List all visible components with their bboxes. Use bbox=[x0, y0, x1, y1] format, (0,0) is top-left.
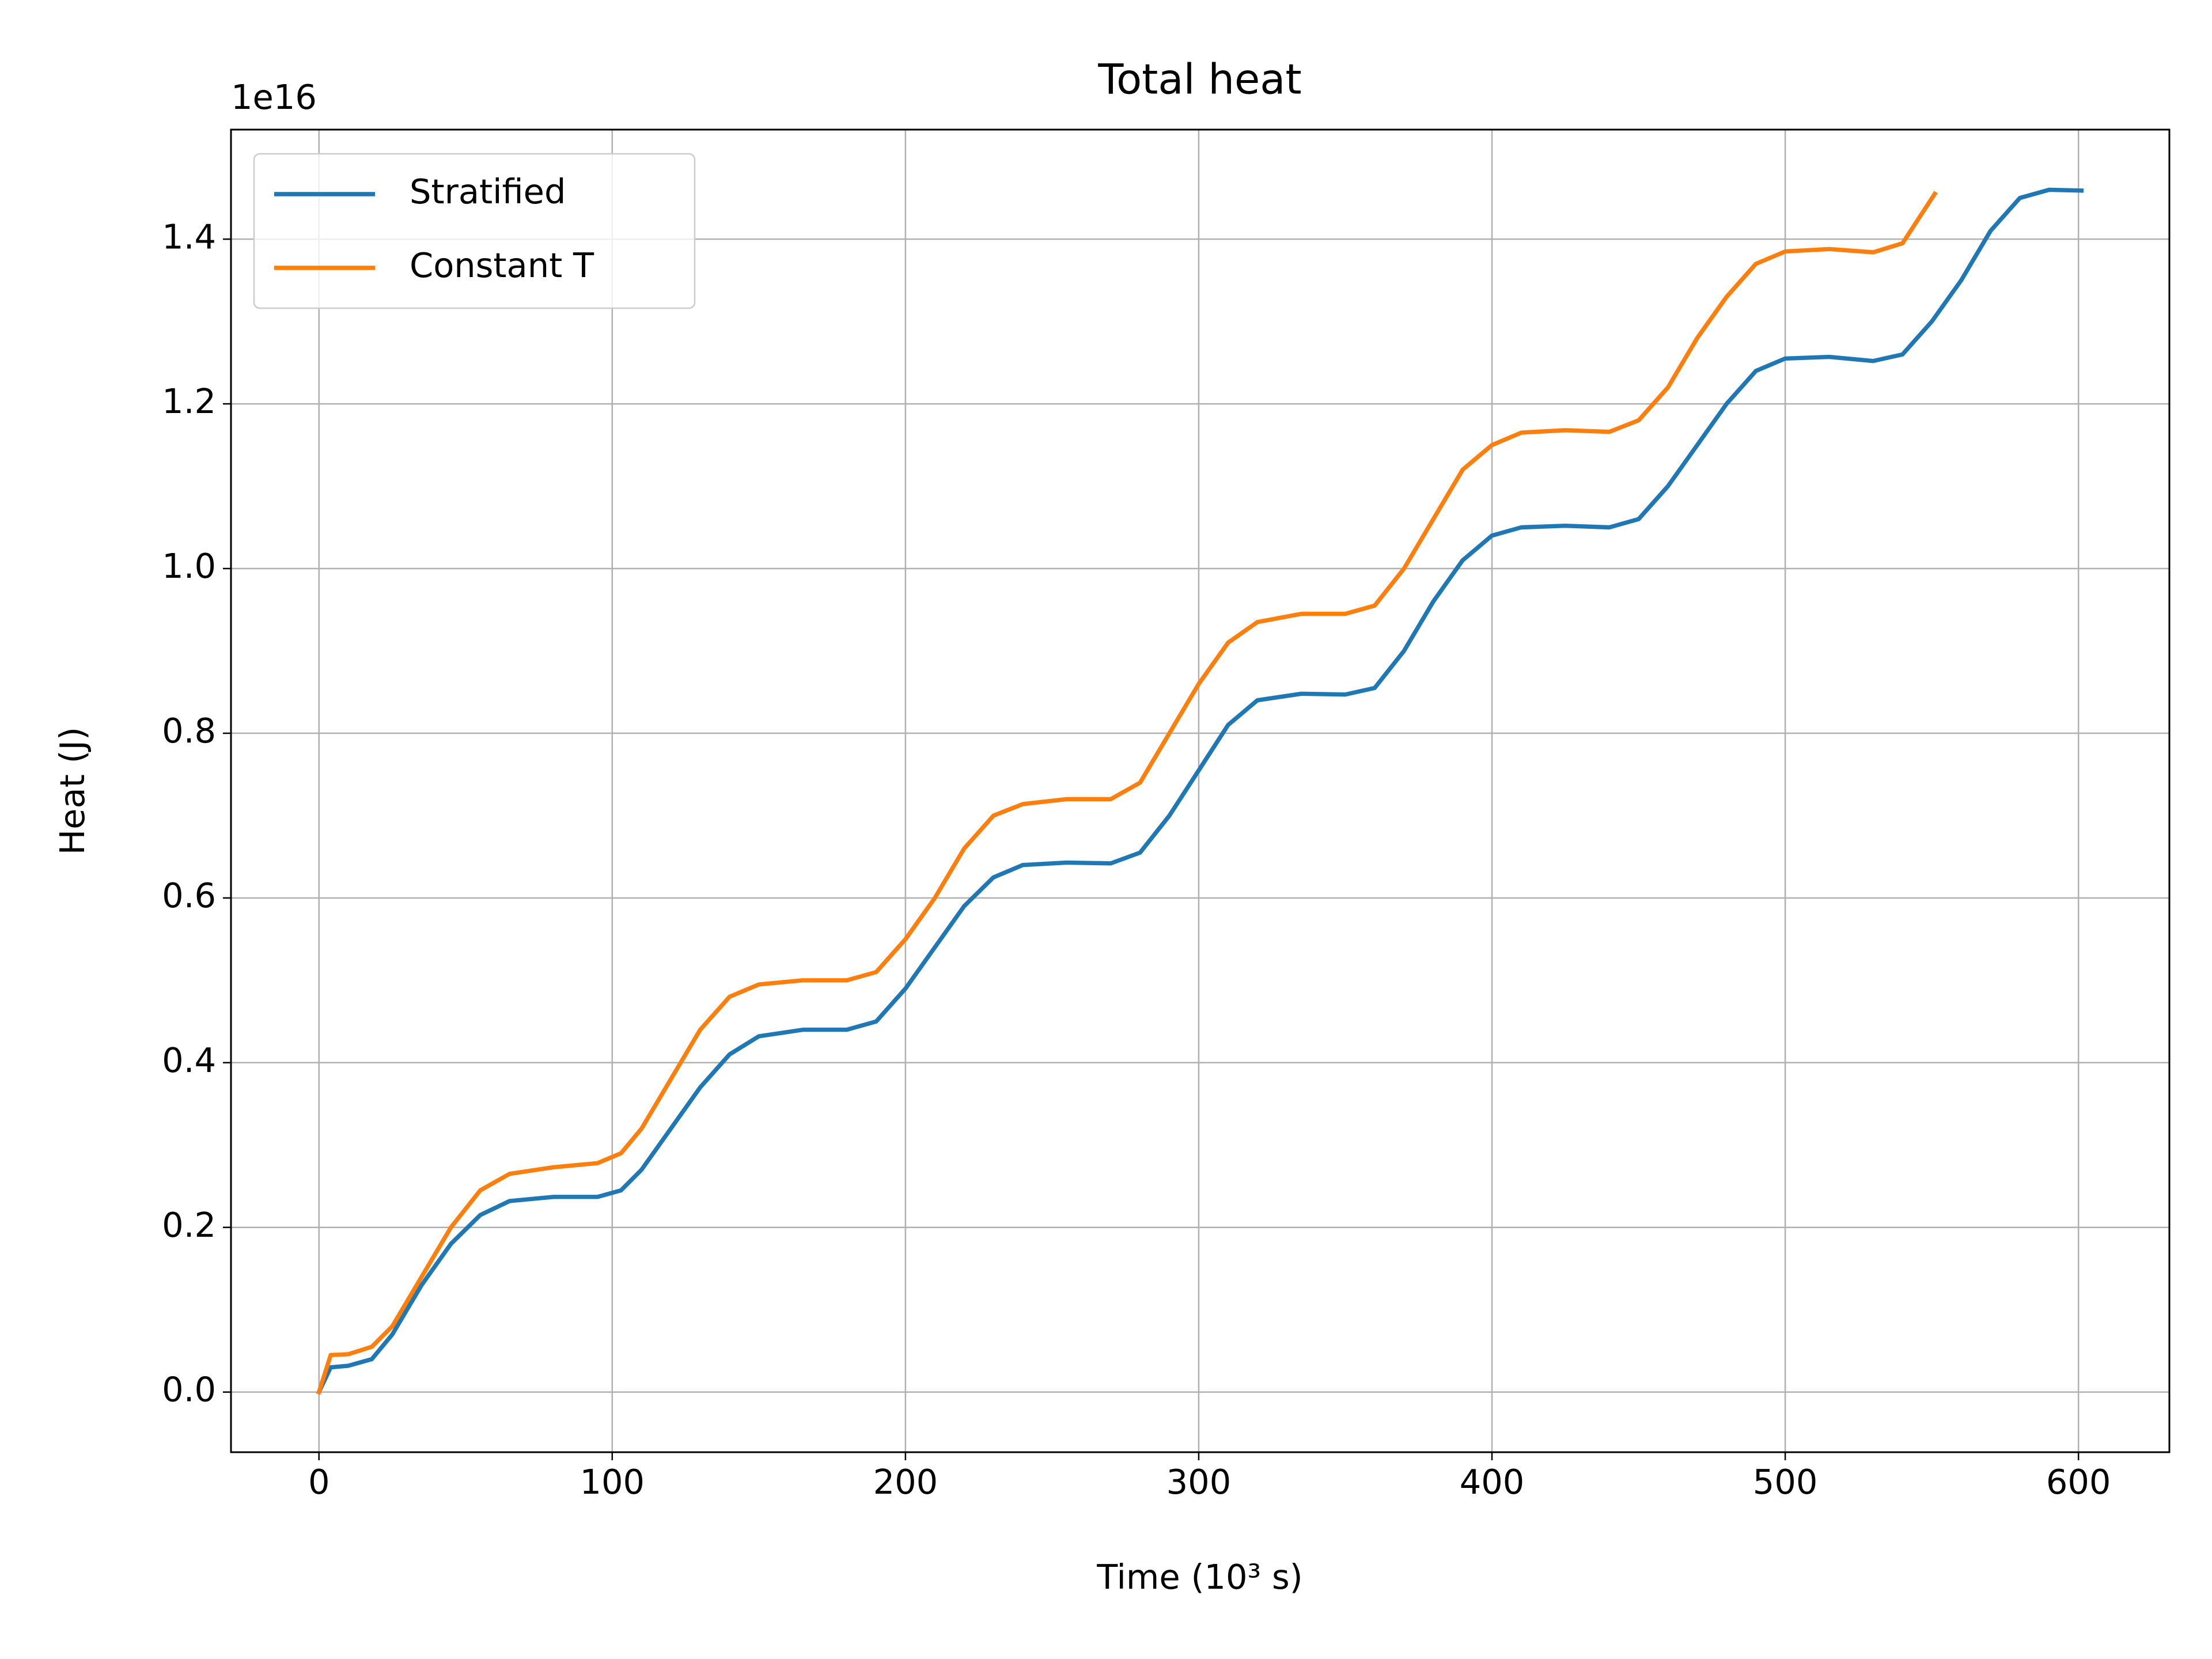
y-offset-label: 1e16 bbox=[231, 77, 317, 117]
plot-frame bbox=[230, 128, 2171, 1453]
y-tick-label: 1.2 bbox=[162, 381, 216, 421]
legend-label: Stratified bbox=[410, 172, 566, 211]
y-tick-label: 1.4 bbox=[162, 217, 216, 256]
y-tick-label: 1.0 bbox=[162, 546, 216, 586]
y-tick-label: 0.4 bbox=[162, 1040, 216, 1080]
x-tick-label: 100 bbox=[579, 1462, 645, 1502]
y-tick-label: 0.6 bbox=[162, 876, 216, 915]
y-tick-label: 0.0 bbox=[162, 1370, 216, 1410]
legend-label: Constant T bbox=[410, 245, 594, 285]
y-tick-label: 0.2 bbox=[162, 1205, 216, 1245]
y-axis-label: Heat (J) bbox=[52, 727, 92, 855]
x-tick-label: 200 bbox=[873, 1462, 938, 1502]
x-tick-label: 0 bbox=[308, 1462, 330, 1502]
line-series bbox=[316, 187, 2084, 1395]
x-tick-label: 500 bbox=[1753, 1462, 1818, 1502]
x-tick-label: 600 bbox=[2046, 1462, 2111, 1502]
y-tick-label: 0.8 bbox=[162, 711, 216, 751]
x-axis-label: Time (10³ s) bbox=[1096, 1557, 1302, 1597]
chart-title: Total heat bbox=[1097, 55, 1301, 104]
x-tick-label: 300 bbox=[1166, 1462, 1232, 1502]
line-series bbox=[316, 191, 1938, 1395]
x-tick-label: 400 bbox=[1460, 1462, 1525, 1502]
